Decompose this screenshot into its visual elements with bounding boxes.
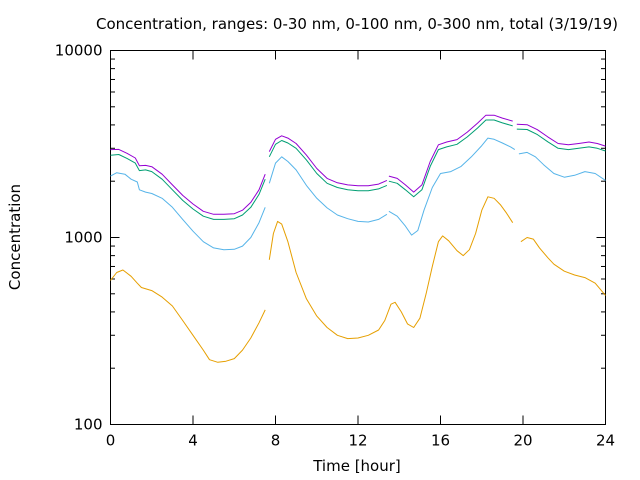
x-tick-label: 12 [348,432,367,450]
series-1-line-segment-3 [520,237,606,296]
x-tick-label: 4 [188,432,198,450]
series-3-line-segment-1 [110,154,266,220]
series-3-line-segment-2 [268,140,388,192]
chart-title: Concentration, ranges: 0-30 nm, 0-100 nm… [96,15,618,33]
x-tick-label: 0 [106,432,116,450]
series-3-line-segment-3 [388,119,513,198]
series-4-line-segment-2 [268,135,388,187]
series-4-line-segment-3 [388,114,513,193]
series-3-line-segment-4 [516,128,606,152]
x-tick-label: 16 [431,432,450,450]
x-tick-label: 8 [271,432,281,450]
series-4-line-segment-1 [110,148,266,215]
series-2-line-segment-3 [388,137,516,236]
x-axis-label: Time [hour] [312,457,401,475]
series-1-line-segment-2 [268,196,514,340]
y-tick-label: 10000 [55,42,103,60]
series-1-line-segment-1 [110,269,266,363]
axis-ticks: 0 4 8 12 16 20 24 100 1000 10000 [55,42,615,450]
series-group [110,114,606,363]
plot-frame [110,50,606,425]
x-tick-label: 24 [596,432,615,450]
series-4-line-segment-4 [516,123,606,147]
x-tick-label: 20 [513,432,532,450]
series-2-line-segment-1 [110,172,266,251]
series-2-line-segment-4 [518,151,606,181]
series-2-line-segment-2 [268,156,388,223]
y-axis-label: Concentration [6,184,24,290]
y-tick-label: 100 [74,416,103,434]
y-tick-label: 1000 [64,229,102,247]
